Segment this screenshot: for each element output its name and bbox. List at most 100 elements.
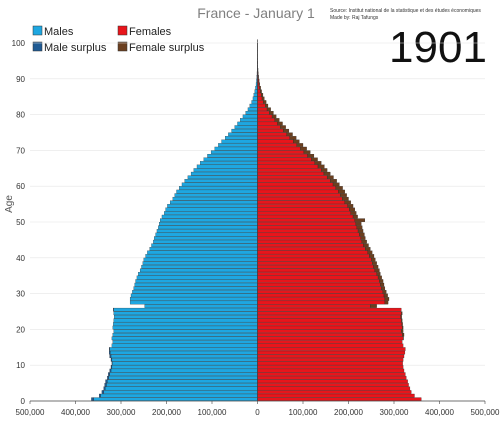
y-tick-label-10: 10 bbox=[16, 361, 25, 370]
bar-female-surplus-age-71 bbox=[296, 143, 304, 147]
bar-female-age-57 bbox=[257, 193, 341, 197]
bar-female-surplus-age-67 bbox=[311, 157, 318, 162]
bar-female-age-36 bbox=[257, 268, 376, 273]
bar-female-age-8 bbox=[257, 368, 405, 373]
bar-female-surplus-age-37 bbox=[373, 264, 379, 269]
bar-male-age-29 bbox=[130, 293, 258, 298]
bar-female-surplus-age-58 bbox=[338, 189, 345, 194]
bar-male-age-24 bbox=[113, 311, 258, 316]
bar-female-age-68 bbox=[257, 153, 308, 158]
chart-title: France - January 1 bbox=[197, 5, 315, 21]
bar-male-age-5 bbox=[107, 379, 258, 384]
bar-female-surplus-age-43 bbox=[363, 243, 369, 248]
bar-female-age-26 bbox=[257, 304, 371, 308]
bar-female-age-17 bbox=[257, 336, 404, 341]
bar-male-age-52 bbox=[164, 211, 258, 215]
bar-male-age-42 bbox=[149, 247, 258, 251]
bar-female-surplus-age-65 bbox=[317, 164, 325, 169]
bar-female-age-7 bbox=[257, 372, 406, 376]
bar-male-age-70 bbox=[214, 146, 258, 151]
bar-male-age-82 bbox=[249, 103, 258, 108]
bar-female-age-72 bbox=[257, 139, 294, 144]
bar-female-surplus-age-35 bbox=[376, 272, 381, 276]
bar-female-age-37 bbox=[257, 264, 374, 269]
bar-female-surplus-age-78 bbox=[274, 118, 280, 122]
bar-male-age-35 bbox=[138, 272, 258, 276]
bar-female-surplus-age-22 bbox=[401, 318, 403, 323]
bar-male-age-71 bbox=[218, 143, 258, 147]
bar-female-age-67 bbox=[257, 157, 312, 162]
legend-label-female-surplus: Female surplus bbox=[129, 42, 205, 54]
bar-male-age-41 bbox=[147, 250, 258, 255]
bar-female-surplus-age-18 bbox=[402, 332, 405, 337]
bar-male-age-45 bbox=[154, 236, 258, 240]
bar-male-age-16 bbox=[112, 340, 258, 344]
bar-female-age-54 bbox=[257, 204, 348, 208]
bar-male-age-67 bbox=[203, 157, 258, 162]
bar-female-age-70 bbox=[257, 146, 301, 151]
bar-female-surplus-age-23 bbox=[400, 315, 402, 319]
bar-female-surplus-age-77 bbox=[277, 121, 283, 126]
bar-female-age-60 bbox=[257, 182, 334, 187]
bar-male-age-19 bbox=[113, 329, 258, 333]
bar-male-age-33 bbox=[135, 279, 258, 283]
bar-male-age-38 bbox=[142, 261, 258, 265]
bar-female-age-63 bbox=[257, 171, 325, 176]
bar-female-age-42 bbox=[257, 247, 366, 251]
bar-female-age-6 bbox=[257, 375, 407, 380]
bar-female-surplus-age-49 bbox=[355, 222, 362, 226]
bar-male-age-58 bbox=[176, 189, 258, 194]
bar-male-age-30 bbox=[132, 290, 258, 294]
bar-male-age-73 bbox=[225, 136, 258, 140]
bar-female-age-52 bbox=[257, 211, 351, 215]
bar-female-age-59 bbox=[257, 186, 336, 190]
bar-male-age-14 bbox=[109, 347, 258, 351]
bar-male-age-10 bbox=[112, 361, 258, 366]
bar-female-surplus-age-47 bbox=[357, 229, 364, 233]
x-tick-label--300000: 300,000 bbox=[107, 408, 136, 417]
bar-female-age-41 bbox=[257, 250, 368, 255]
bar-male-age-62 bbox=[187, 175, 258, 180]
bar-female-age-25 bbox=[257, 307, 402, 312]
bar-female-surplus-age-84 bbox=[261, 96, 265, 101]
bar-male-surplus-age-11 bbox=[110, 358, 113, 362]
bar-male-age-34 bbox=[136, 275, 258, 280]
bar-male-age-59 bbox=[179, 186, 258, 190]
y-tick-label-60: 60 bbox=[16, 182, 25, 191]
bar-female-age-76 bbox=[257, 125, 281, 129]
bar-female-age-0 bbox=[257, 397, 422, 401]
bar-female-age-19 bbox=[257, 329, 402, 333]
bar-female-surplus-age-28 bbox=[384, 297, 390, 301]
legend-swatch-females bbox=[117, 25, 128, 36]
bar-male-age-61 bbox=[184, 179, 258, 183]
bar-female-age-82 bbox=[257, 103, 266, 108]
bar-female-surplus-age-72 bbox=[293, 139, 300, 144]
bar-male-surplus-age-8 bbox=[109, 368, 112, 373]
bar-female-surplus-age-50 bbox=[354, 218, 366, 222]
bar-female-age-79 bbox=[257, 114, 273, 119]
bar-female-surplus-age-87 bbox=[259, 85, 261, 90]
bar-male-age-20 bbox=[112, 325, 258, 330]
bar-female-age-69 bbox=[257, 150, 305, 154]
bar-female-age-84 bbox=[257, 96, 263, 101]
bar-female-surplus-age-21 bbox=[401, 322, 403, 326]
bar-male-age-85 bbox=[253, 93, 258, 97]
bar-female-surplus-age-38 bbox=[372, 261, 377, 265]
bar-female-age-62 bbox=[257, 175, 328, 180]
y-tick-label-100: 100 bbox=[12, 39, 26, 48]
bar-female-surplus-age-69 bbox=[303, 150, 311, 154]
bar-female-surplus-age-83 bbox=[263, 100, 267, 104]
bar-female-surplus-age-70 bbox=[300, 146, 307, 151]
bar-female-surplus-age-68 bbox=[307, 153, 315, 158]
bar-male-age-28 bbox=[129, 297, 258, 301]
bar-male-age-74 bbox=[228, 132, 258, 137]
bar-female-age-38 bbox=[257, 261, 373, 265]
y-tick-label-20: 20 bbox=[16, 325, 25, 334]
bar-female-age-4 bbox=[257, 383, 409, 387]
bar-female-surplus-age-81 bbox=[266, 107, 271, 112]
y-axis-title: Age bbox=[4, 195, 15, 213]
bar-female-age-43 bbox=[257, 243, 364, 248]
bar-female-surplus-age-56 bbox=[342, 196, 349, 201]
bar-female-surplus-age-52 bbox=[350, 211, 357, 215]
